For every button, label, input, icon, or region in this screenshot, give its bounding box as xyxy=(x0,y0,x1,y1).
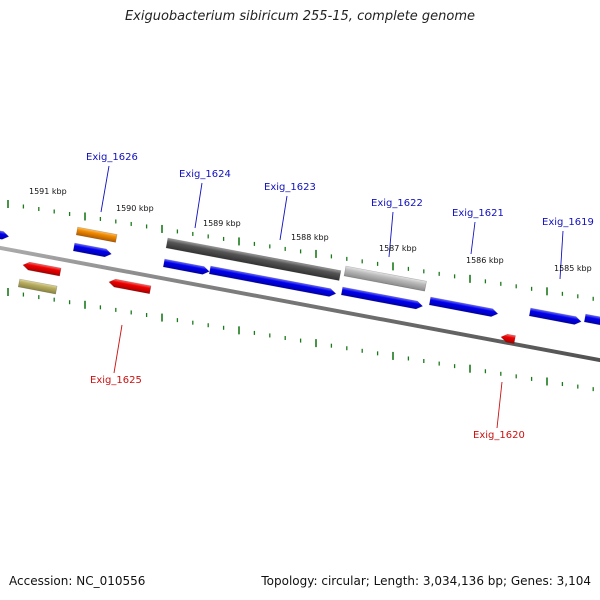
gene-bar-shape[interactable] xyxy=(528,307,582,325)
ruler-label: 1587 kbp xyxy=(379,244,417,253)
gene-label[interactable]: Exig_1619 xyxy=(542,217,594,228)
outer-tick-ring xyxy=(7,200,594,301)
gene-bar[interactable] xyxy=(75,226,118,243)
leader-line xyxy=(194,182,203,229)
gene-bar[interactable] xyxy=(583,313,600,326)
gene-bar-shape[interactable] xyxy=(17,278,58,295)
gene-bar[interactable] xyxy=(343,265,427,292)
gene-bar[interactable] xyxy=(340,286,424,310)
gene-bar[interactable] xyxy=(22,261,62,277)
leader-line xyxy=(279,195,288,241)
gene-label[interactable]: Exig_1621 xyxy=(452,208,504,219)
gene-label[interactable]: Exig_1620 xyxy=(473,430,525,441)
ruler-label: 1588 kbp xyxy=(291,233,329,242)
ruler-labels: 1591 kbp 1590 kbp 1589 kbp 1588 kbp 1587 kbp… xyxy=(29,187,592,273)
genome-summary: Topology: circular; Length: 3,034,136 bp… xyxy=(261,574,591,588)
gene-bar[interactable] xyxy=(528,307,582,325)
gene-label[interactable]: Exig_1626 xyxy=(86,152,138,163)
gene-label[interactable]: Exig_1622 xyxy=(371,198,423,209)
leader-line xyxy=(100,165,110,213)
genome-backbone xyxy=(0,245,600,363)
label-leader-lines xyxy=(100,165,564,429)
gene-bar[interactable] xyxy=(165,237,342,281)
gene-label[interactable]: Exig_1623 xyxy=(264,182,316,193)
gene-bar-shape[interactable] xyxy=(162,258,210,275)
backbone-strand xyxy=(0,245,600,363)
gene-bar-shape[interactable] xyxy=(500,333,516,344)
leader-line xyxy=(113,324,123,374)
gene-bar-shape[interactable] xyxy=(208,265,337,298)
leader-line xyxy=(388,211,394,258)
ruler-label: 1589 kbp xyxy=(203,219,241,228)
gene-bar-shape[interactable] xyxy=(583,313,600,326)
ruler-label: 1590 kbp xyxy=(116,204,154,213)
gene-bar[interactable] xyxy=(108,278,152,295)
gene-bar-shape[interactable] xyxy=(165,237,342,281)
gene-bar-shape[interactable] xyxy=(72,242,112,258)
ruler-label: 1586 kbp xyxy=(466,256,504,265)
map-title: Exiguobacterium sibiricum 255-15, comple… xyxy=(124,9,476,24)
gene-bar-shape[interactable] xyxy=(428,296,499,318)
gene-bar[interactable] xyxy=(500,333,516,344)
ruler-label: 1585 kbp xyxy=(554,264,592,273)
gene-features[interactable] xyxy=(0,226,600,344)
gene-bar-shape[interactable] xyxy=(22,261,62,277)
gene-bar[interactable] xyxy=(17,278,58,295)
gene-bar[interactable] xyxy=(428,296,499,318)
gene-bar-shape[interactable] xyxy=(340,286,424,310)
gene-bar-shape[interactable] xyxy=(75,226,118,243)
gene-bar[interactable] xyxy=(162,258,210,275)
gene-label[interactable]: Exig_1625 xyxy=(90,375,142,386)
gene-bar[interactable] xyxy=(72,242,112,258)
leader-line xyxy=(470,221,476,255)
gene-bar[interactable] xyxy=(0,228,10,240)
gene-bar-shape[interactable] xyxy=(0,228,10,240)
gene-label[interactable]: Exig_1624 xyxy=(179,169,231,180)
leader-line xyxy=(496,381,503,429)
gene-labels[interactable]: Exig_1626 Exig_1624 Exig_1623 Exig_1622 Exig… xyxy=(86,152,594,441)
gene-bar[interactable] xyxy=(208,265,337,298)
ruler-label: 1591 kbp xyxy=(29,187,67,196)
gene-bar-shape[interactable] xyxy=(343,265,427,292)
inner-tick-ring xyxy=(7,288,594,392)
gene-bar-shape[interactable] xyxy=(108,278,152,295)
leader-line xyxy=(559,230,564,280)
accession-label: Accession: NC_010556 xyxy=(9,574,146,588)
